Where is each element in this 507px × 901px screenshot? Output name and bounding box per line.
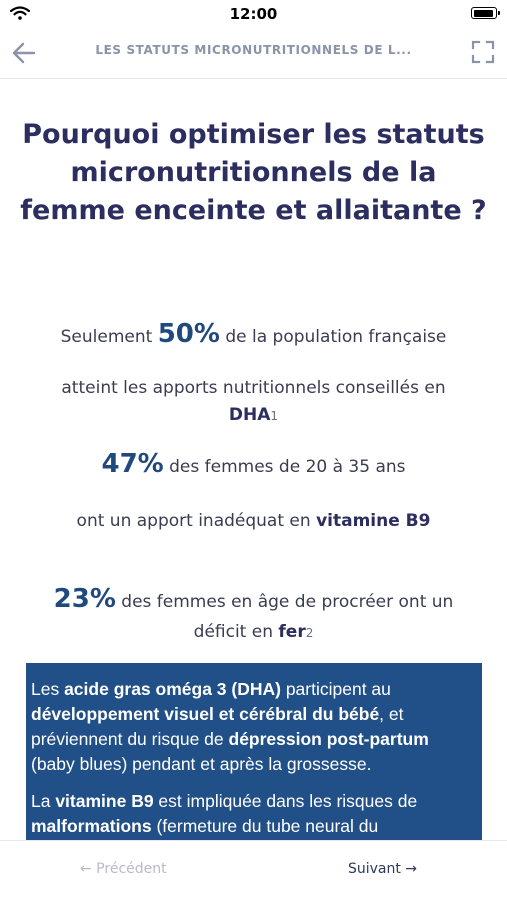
info-paragraph-omega3: Les acide gras oméga 3 (DHA) participent… bbox=[31, 677, 474, 777]
info-text: est impliquée dans les risques de bbox=[153, 791, 418, 811]
stat-b9-text: ont un apport inadéquat en bbox=[76, 511, 317, 531]
stat-dha-value: 50% bbox=[157, 319, 220, 349]
info-paragraph-b9: La vitamine B9 est impliquée dans les ri… bbox=[31, 789, 474, 839]
stat-b9-suffix: des femmes de 20 à 35 ans bbox=[163, 457, 406, 477]
previous-button[interactable]: ← Précédent bbox=[80, 861, 167, 877]
info-text: Les bbox=[31, 679, 65, 699]
stat-fer-text: des femmes en âge de procréer ont un déf… bbox=[115, 592, 454, 642]
battery-icon bbox=[471, 7, 500, 19]
info-text: La bbox=[31, 791, 56, 811]
info-strong: acide gras oméga 3 (DHA) bbox=[64, 679, 281, 699]
stat-dha-strong: DHA bbox=[228, 405, 271, 425]
stat-dha-suffix: de la population française bbox=[219, 327, 447, 347]
info-text: (baby blues) pendant et après la grosses… bbox=[31, 754, 372, 774]
wifi-icon bbox=[10, 6, 30, 20]
stat-fer: 23% des femmes en âge de procréer ont un… bbox=[40, 584, 467, 648]
nav-bar: LES STATUTS MICRONUTRITIONNELS DE L... bbox=[0, 28, 507, 79]
info-text: (fermeture du tube neural du bbox=[151, 816, 379, 836]
stat-dha-ref: 1 bbox=[270, 409, 279, 423]
stat-dha-line2: atteint les apports nutritionnels consei… bbox=[14, 377, 493, 399]
info-strong: malformations bbox=[31, 816, 152, 836]
status-time: 12:00 bbox=[229, 5, 278, 23]
stat-fer-ref: 2 bbox=[305, 626, 314, 640]
stat-b9-strong: vitamine B9 bbox=[316, 511, 431, 531]
stat-dha-text: atteint les apports nutritionnels consei… bbox=[61, 378, 446, 398]
page-heading: Pourquoi optimiser les statuts micronutr… bbox=[20, 119, 487, 226]
stat-fer-strong: fer bbox=[278, 622, 306, 642]
info-strong: vitamine B9 bbox=[55, 791, 154, 811]
stat-fer-value: 23% bbox=[53, 584, 116, 614]
info-strong: développement visuel et cérébral du bébé bbox=[31, 704, 380, 724]
stat-dha-prefix: Seulement bbox=[60, 327, 158, 347]
stat-dha-line3: DHA1 bbox=[14, 404, 493, 427]
info-strong: dépression post-partum bbox=[228, 729, 429, 749]
content-area: Pourquoi optimiser les statuts micronutr… bbox=[0, 80, 507, 840]
bottom-navigation: ← Précédent Suivant → bbox=[0, 840, 507, 901]
back-arrow-icon[interactable] bbox=[10, 40, 38, 66]
info-box: Les acide gras oméga 3 (DHA) participent… bbox=[26, 663, 482, 840]
status-bar: 12:00 bbox=[0, 0, 507, 28]
info-text: , et préviennent du risque de bbox=[31, 704, 404, 749]
fullscreen-icon[interactable] bbox=[471, 40, 495, 64]
stat-b9-line2: ont un apport inadéquat en vitamine B9 bbox=[14, 510, 493, 532]
stat-dha-line1: Seulement 50% de la population française bbox=[14, 321, 493, 348]
page-header-title: LES STATUTS MICRONUTRITIONNELS DE L... bbox=[95, 43, 412, 57]
stat-b9-value: 47% bbox=[101, 449, 164, 479]
stat-b9-line1: 47% des femmes de 20 à 35 ans bbox=[14, 451, 493, 478]
next-button[interactable]: Suivant → bbox=[347, 861, 417, 877]
info-text: participent au bbox=[280, 679, 391, 699]
